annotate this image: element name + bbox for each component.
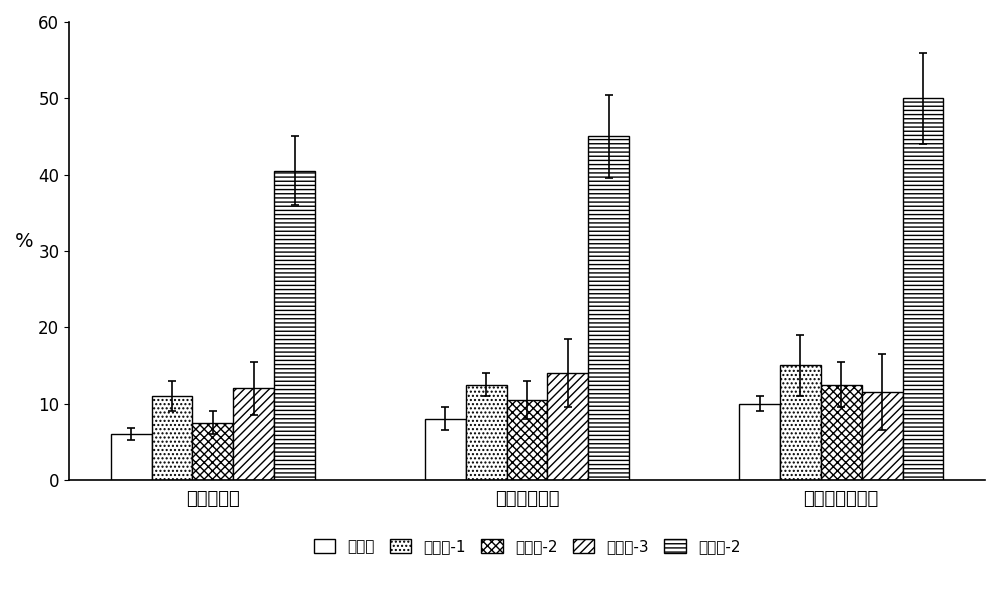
- Bar: [547, 373, 588, 480]
- Bar: [903, 98, 943, 480]
- Bar: [111, 434, 152, 480]
- Bar: [152, 396, 192, 480]
- Legend: 空白组, 对照组-1, 对照组-2, 对照组-3, 实验组-2: 空白组, 对照组-1, 对照组-2, 对照组-3, 实验组-2: [308, 534, 746, 561]
- Bar: [821, 384, 862, 480]
- Bar: [739, 403, 780, 480]
- Bar: [274, 171, 315, 480]
- Y-axis label: %: %: [15, 232, 34, 251]
- Bar: [425, 419, 466, 480]
- Bar: [862, 392, 903, 480]
- Bar: [588, 136, 629, 480]
- Bar: [780, 365, 821, 480]
- Bar: [192, 422, 233, 480]
- Bar: [507, 400, 547, 480]
- Bar: [466, 384, 507, 480]
- Bar: [233, 389, 274, 480]
